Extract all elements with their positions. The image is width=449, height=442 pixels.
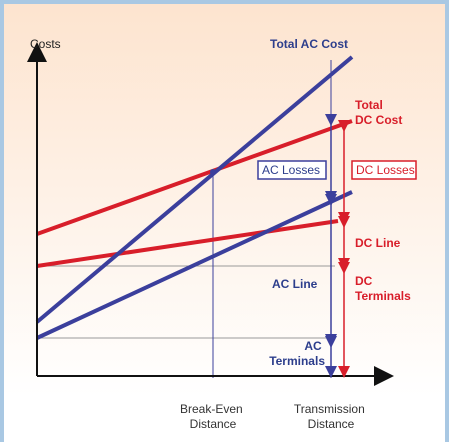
total-dc-cost-label: Total DC Cost [355, 98, 402, 127]
total-dc-cost-line2: DC Cost [355, 113, 402, 127]
ac-terminals-line2: Terminals [269, 354, 325, 368]
ac-losses-box [257, 160, 327, 180]
dc-losses-box [351, 160, 417, 180]
dc-line-label: DC Line [355, 236, 401, 250]
ac-line-cost-line [36, 190, 353, 340]
total-ac-cost-line [35, 55, 354, 324]
total-dc-cost-line [36, 119, 353, 236]
total-dc-cost-line1: Total [355, 98, 383, 112]
dc-terminals-label: DC Terminals [355, 274, 411, 303]
transmission-line2: Distance [308, 417, 355, 431]
dc-terminals-line1: DC [355, 274, 373, 288]
ac-line-label: AC Line [272, 277, 318, 291]
plot-background [4, 4, 445, 396]
ac-losses-label: AC Losses [262, 163, 320, 177]
dc-terminals-line2: Terminals [355, 289, 411, 303]
break-even-distance-label: Break-Even Distance [180, 402, 246, 431]
break-even-line1: Break-Even [180, 402, 243, 416]
dc-losses-label: DC Losses [356, 163, 415, 177]
ac-terminals-label: AC Terminals [269, 339, 325, 368]
break-even-point [210, 169, 216, 175]
transmission-line1: Transmission [294, 402, 365, 416]
dc-line-cost-line [36, 219, 339, 268]
ac-terminals-line1: AC [304, 339, 322, 353]
x-label-band [4, 396, 445, 442]
total-ac-cost-label: Total AC Cost [270, 37, 348, 51]
y-axis-label: Costs [30, 37, 61, 51]
break-even-line2: Distance [190, 417, 237, 431]
transmission-distance-label: Transmission Distance [294, 402, 368, 431]
